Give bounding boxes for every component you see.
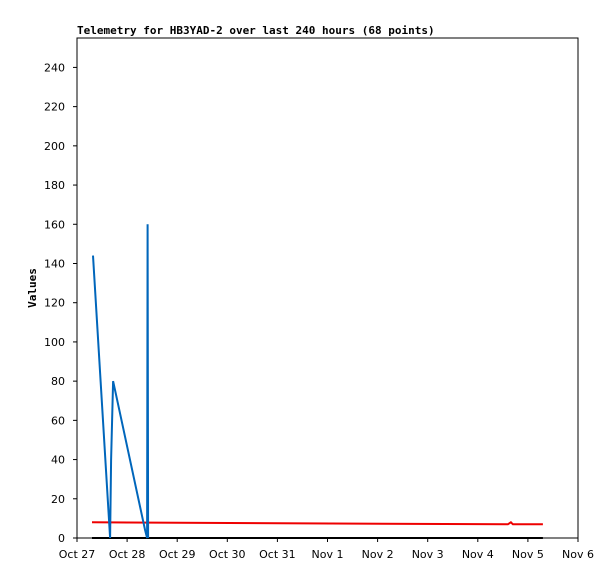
y-tick-label: 200 xyxy=(44,140,65,153)
x-tick-label: Nov 3 xyxy=(412,548,444,561)
y-tick-label: 180 xyxy=(44,179,65,192)
x-tick-label: Nov 1 xyxy=(312,548,344,561)
y-tick-label: 220 xyxy=(44,101,65,114)
x-tick-label: Nov 6 xyxy=(562,548,594,561)
x-tick-label: Oct 31 xyxy=(259,548,296,561)
series-line xyxy=(92,224,150,539)
y-tick-label: 120 xyxy=(44,297,65,310)
y-tick-label: 100 xyxy=(44,336,65,349)
x-tick-label: Oct 29 xyxy=(159,548,196,561)
x-tick-label: Nov 2 xyxy=(362,548,394,561)
y-tick-label: 80 xyxy=(51,375,65,388)
x-tick-label: Oct 30 xyxy=(209,548,246,561)
series-line xyxy=(91,521,543,526)
y-tick-label: 60 xyxy=(51,414,65,427)
x-tick-label: Oct 28 xyxy=(109,548,146,561)
x-tick-label: Oct 27 xyxy=(59,548,96,561)
x-tick-label: Nov 5 xyxy=(512,548,544,561)
y-tick-label: 160 xyxy=(44,218,65,231)
y-axis-label: Values xyxy=(26,268,39,308)
x-tick-label: Nov 4 xyxy=(462,548,494,561)
y-tick-label: 20 xyxy=(51,493,65,506)
y-tick-label: 140 xyxy=(44,257,65,270)
y-tick-label: 0 xyxy=(58,532,65,545)
plot-frame xyxy=(76,37,579,539)
chart-title: Telemetry for HB3YAD-2 over last 240 hou… xyxy=(77,24,435,37)
y-tick-label: 240 xyxy=(44,61,65,74)
y-tick-label: 40 xyxy=(51,454,65,467)
